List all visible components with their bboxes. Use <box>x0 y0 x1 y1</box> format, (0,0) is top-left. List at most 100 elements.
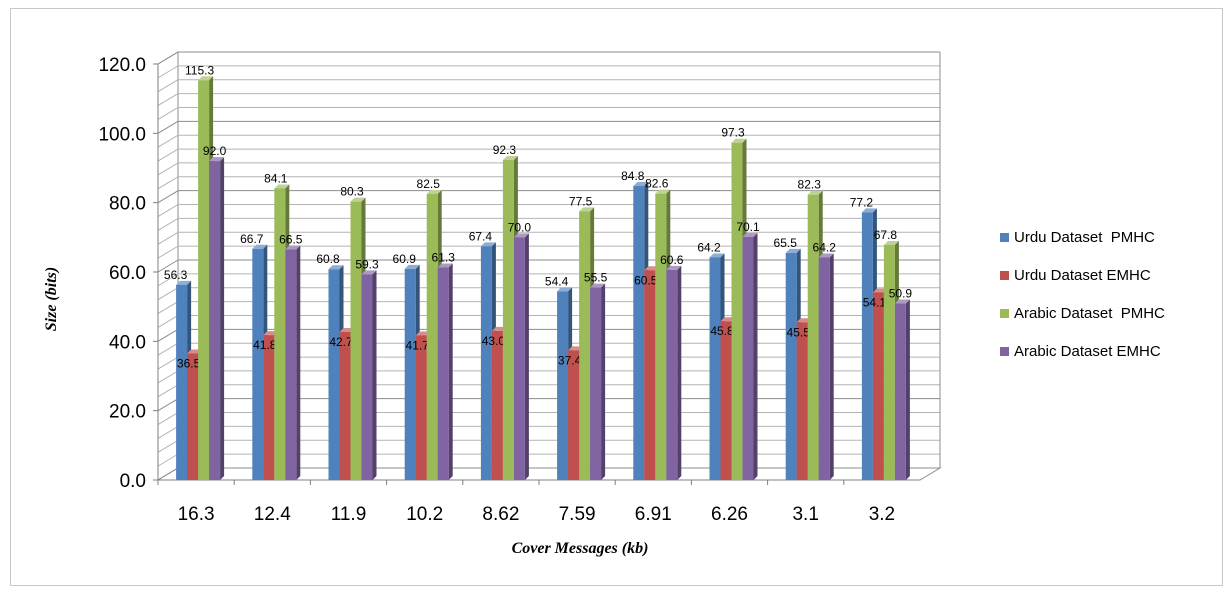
bar-front <box>405 269 416 480</box>
bar-front <box>362 274 373 480</box>
bar-front <box>209 161 220 480</box>
data-label: 37.4 <box>558 353 582 367</box>
y-tick-label: 100.0 <box>98 124 146 145</box>
bar <box>362 270 377 480</box>
bar-side <box>601 284 605 480</box>
legend-label: Arabic Dataset EMHC <box>1014 343 1161 360</box>
x-tick-label: 10.2 <box>406 504 443 525</box>
y-tick-label: 120.0 <box>98 55 146 76</box>
data-label: 45.8 <box>710 324 734 338</box>
data-label: 36.5 <box>177 356 201 370</box>
bar <box>590 284 605 480</box>
legend-label: Arabic Dataset PMHC <box>1014 305 1165 322</box>
bar-front <box>438 267 449 480</box>
data-label: 55.5 <box>584 271 608 285</box>
data-label: 92.0 <box>203 144 227 158</box>
legend-label: Urdu Dataset EMHC <box>1014 267 1151 284</box>
data-label: 82.3 <box>798 178 822 192</box>
bar-front <box>797 322 808 480</box>
bar-side <box>754 233 758 480</box>
data-label: 65.5 <box>774 236 798 250</box>
y-tick-label: 80.0 <box>109 194 146 215</box>
bar-side <box>296 245 300 480</box>
bar-front <box>644 270 655 480</box>
bar-front <box>503 160 514 480</box>
bar-side <box>906 300 910 480</box>
data-label: 66.7 <box>240 232 264 246</box>
data-label: 92.3 <box>493 143 517 157</box>
chart-legend: Urdu Dataset PMHC Urdu Dataset EMHC Arab… <box>1000 228 1025 380</box>
data-label: 84.8 <box>621 169 645 183</box>
bar-front <box>721 321 732 480</box>
bar-front <box>557 291 568 480</box>
bar <box>819 253 834 480</box>
legend-item-urdu-emhc: Urdu Dataset EMHC <box>1000 266 1025 289</box>
data-label: 97.3 <box>721 126 745 140</box>
x-tick-label: 12.4 <box>254 504 291 525</box>
bar-side <box>677 266 681 480</box>
bar-front <box>666 270 677 480</box>
data-label: 45.5 <box>787 325 811 339</box>
bar-front <box>416 335 427 480</box>
bar-side <box>373 270 377 480</box>
data-label: 56.3 <box>164 268 188 282</box>
legend-label: Urdu Dataset PMHC <box>1014 229 1155 246</box>
bar-front <box>895 304 906 480</box>
data-label: 80.3 <box>340 185 364 199</box>
y-tick-label: 20.0 <box>109 402 146 423</box>
data-label: 54.4 <box>545 274 569 288</box>
data-label: 84.1 <box>264 171 288 185</box>
data-label: 60.9 <box>393 252 417 266</box>
legend-swatch-arabic-pmhc <box>1000 309 1009 318</box>
data-label: 43.0 <box>482 334 506 348</box>
bar-front <box>590 288 601 480</box>
x-tick-label: 16.3 <box>178 504 215 525</box>
bar-front <box>710 257 721 480</box>
bar <box>285 245 300 480</box>
data-label: 66.5 <box>279 232 303 246</box>
bar-front <box>263 335 274 480</box>
data-label: 82.5 <box>417 177 441 191</box>
bar-front <box>873 292 884 480</box>
x-tick-label: 6.26 <box>711 504 748 525</box>
bar-front <box>655 194 666 480</box>
y-tick-label: 0.0 <box>120 471 146 492</box>
data-label: 77.2 <box>850 195 874 209</box>
bar-front <box>198 80 209 480</box>
data-label: 67.4 <box>469 229 493 243</box>
bar-front <box>285 249 296 480</box>
x-tick-label: 3.2 <box>869 504 895 525</box>
data-label: 60.5 <box>634 273 658 287</box>
bar <box>209 157 224 480</box>
y-tick-label: 40.0 <box>109 332 146 353</box>
bar-front <box>481 246 492 480</box>
bar-front <box>786 253 797 480</box>
data-label: 41.8 <box>253 338 277 352</box>
data-label: 70.1 <box>736 220 760 234</box>
y-axis-title: Size (bits) <box>43 199 61 399</box>
x-tick-label: 3.1 <box>792 504 818 525</box>
data-label: 50.9 <box>889 287 913 301</box>
bar-front <box>329 269 340 480</box>
data-label: 64.2 <box>813 240 837 254</box>
x-tick-label: 11.9 <box>331 504 367 525</box>
x-tick-label: 8.62 <box>482 504 519 525</box>
data-label: 64.2 <box>697 240 721 254</box>
bar-front <box>568 350 579 480</box>
bar-front <box>862 212 873 480</box>
bar <box>666 266 681 480</box>
bar-front <box>427 194 438 480</box>
bar-front <box>187 353 198 480</box>
data-label: 77.5 <box>569 194 593 208</box>
data-label: 70.0 <box>508 220 532 234</box>
bar-side <box>525 233 529 480</box>
legend-swatch-arabic-emhc <box>1000 347 1009 356</box>
bar-front <box>579 211 590 480</box>
data-label: 60.6 <box>660 253 684 267</box>
bar-side <box>220 157 224 480</box>
legend-swatch-urdu-pmhc <box>1000 233 1009 242</box>
bar-side <box>830 253 834 480</box>
bar <box>743 233 758 480</box>
